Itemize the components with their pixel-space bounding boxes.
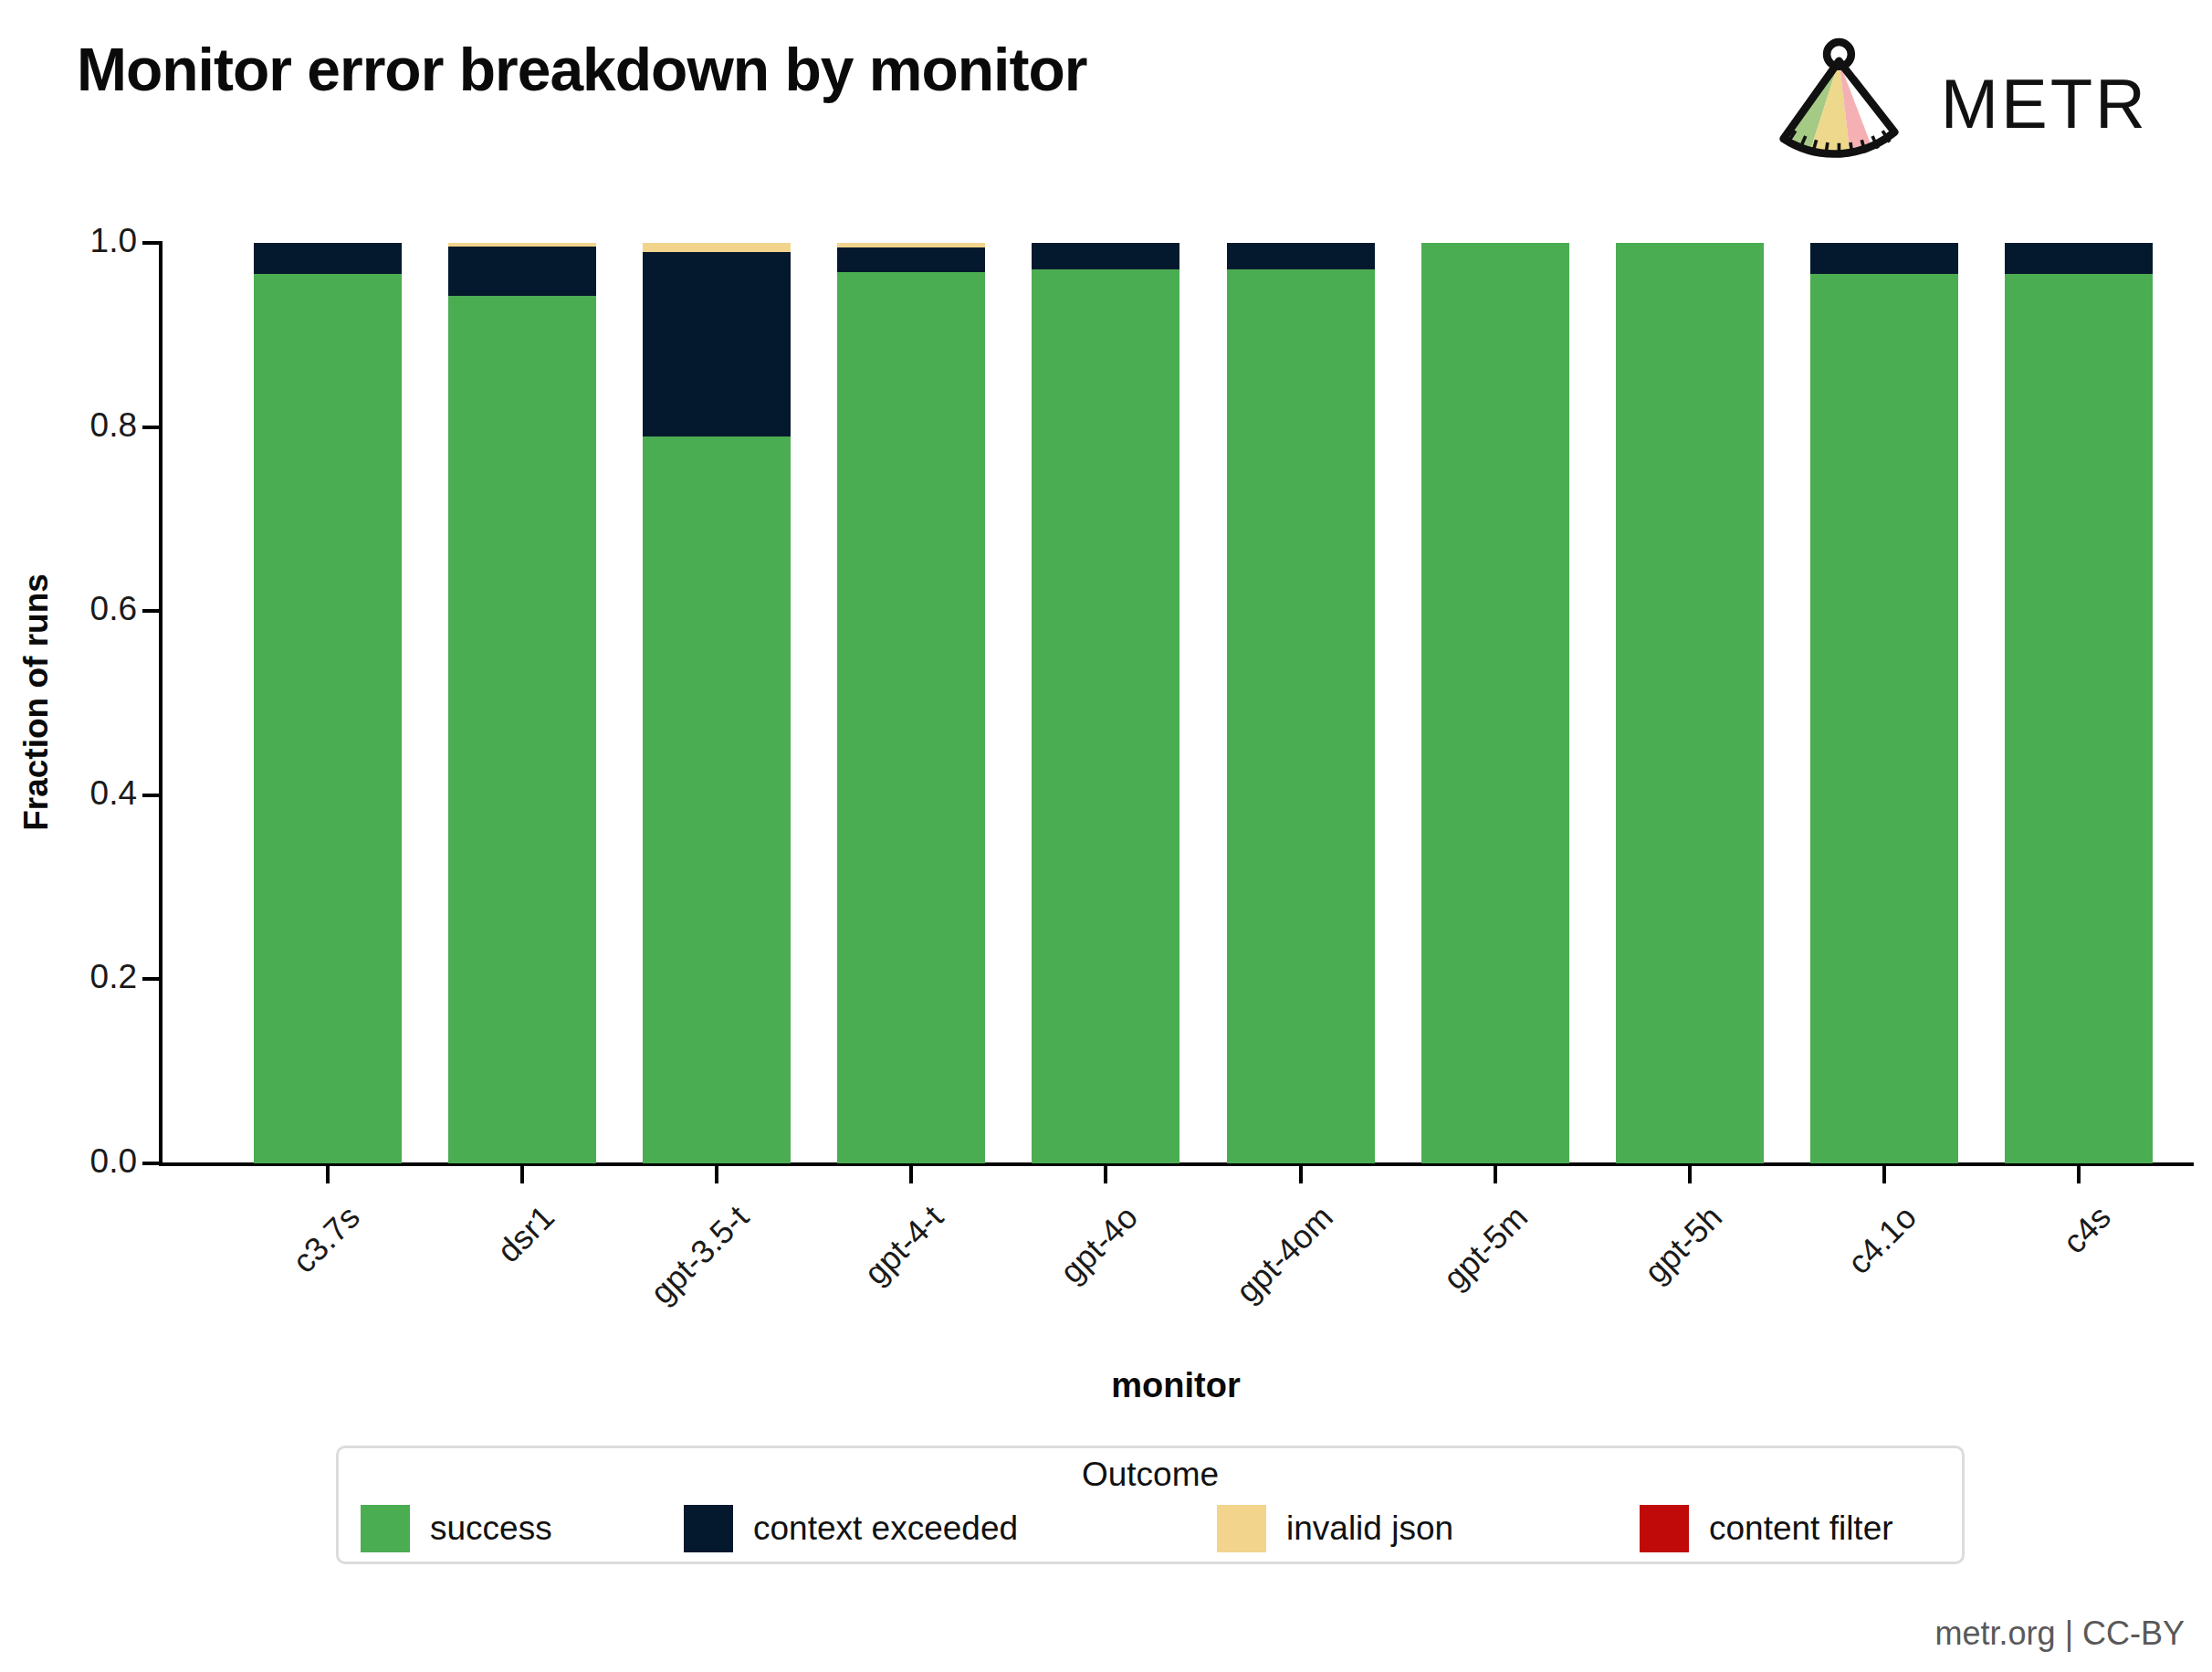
legend-entry-success: success [361, 1505, 552, 1552]
y-tick-mark [142, 1162, 160, 1165]
legend-label: invalid json [1286, 1509, 1453, 1548]
x-tick-mark [909, 1166, 913, 1183]
bar-c3.7s [254, 243, 402, 1163]
bar-gpt-4o [1032, 243, 1179, 1163]
bar-segment-context-exceeded [254, 243, 402, 274]
legend-label: context exceeded [753, 1509, 1018, 1548]
legend-title: Outcome [339, 1456, 1962, 1494]
plot-area [162, 243, 2193, 1163]
bar-segment-success [643, 436, 791, 1163]
attribution-footer: metr.org | CC-BY [1935, 1614, 2185, 1653]
x-tick-mark [2077, 1166, 2081, 1183]
bar-gpt-5m [1421, 243, 1569, 1163]
y-tick-label: 0.0 [0, 1142, 137, 1181]
legend-entry-context-exceeded: context exceeded [684, 1505, 1018, 1552]
x-tick-mark [520, 1166, 524, 1183]
bar-c4.1o [1810, 243, 1958, 1163]
bar-segment-context-exceeded [1227, 243, 1375, 269]
bar-segment-success [448, 296, 596, 1163]
bar-segment-success [1616, 243, 1764, 1163]
bar-dsr1 [448, 243, 596, 1163]
x-tick-label: gpt-4-t [730, 1198, 951, 1419]
legend: Outcome success context exceeded invalid… [336, 1446, 1965, 1564]
bar-gpt-4om [1227, 243, 1375, 1163]
x-tick-mark [326, 1166, 330, 1183]
bar-segment-context-exceeded [837, 247, 985, 272]
bar-c4s [2005, 243, 2153, 1163]
x-tick-label: gpt-3.5-t [536, 1198, 757, 1419]
x-tick-mark [1688, 1166, 1692, 1183]
bar-segment-success [1421, 243, 1569, 1163]
bar-segment-context-exceeded [2005, 243, 2153, 274]
bar-gpt-3.5-t [643, 243, 791, 1163]
legend-swatch-context-exceeded [684, 1505, 733, 1552]
legend-swatch-content-filter [1640, 1505, 1689, 1552]
bar-segment-success [837, 272, 985, 1163]
y-tick-mark [142, 609, 160, 613]
x-tick-label: gpt-5h [1509, 1198, 1730, 1419]
x-tick-mark [715, 1166, 718, 1183]
legend-swatch-success [361, 1505, 410, 1552]
x-tick-mark [1882, 1166, 1886, 1183]
bar-segment-context-exceeded [1810, 243, 1958, 274]
legend-label: success [430, 1509, 552, 1548]
bar-segment-success [1227, 269, 1375, 1163]
x-tick-mark [1104, 1166, 1107, 1183]
bar-gpt-4-t [837, 243, 985, 1163]
bar-segment-success [254, 274, 402, 1163]
x-tick-label: gpt-5m [1315, 1198, 1536, 1419]
x-tick-mark [1494, 1166, 1497, 1183]
y-tick-mark [142, 794, 160, 797]
y-tick-label: 0.6 [0, 590, 137, 628]
x-tick-label: c4.1o [1704, 1198, 1924, 1419]
y-tick-mark [142, 977, 160, 981]
bar-segment-success [2005, 274, 2153, 1163]
x-tick-mark [1299, 1166, 1303, 1183]
x-tick-label: c3.7s [147, 1198, 368, 1419]
y-tick-label: 0.2 [0, 958, 137, 996]
y-tick-label: 0.4 [0, 774, 137, 813]
legend-swatch-invalid-json [1217, 1505, 1266, 1552]
x-tick-label: dsr1 [341, 1198, 562, 1419]
bar-segment-context-exceeded [448, 247, 596, 296]
x-tick-label: c4s [1898, 1198, 2119, 1419]
bar-segment-context-exceeded [643, 252, 791, 436]
stacked-bar-chart: Fraction of runs monitor 0.00.20.40.60.8… [0, 0, 2212, 1672]
bar-segment-success [1810, 274, 1958, 1163]
y-axis-title-wrap: Fraction of runs [7, 242, 66, 1162]
bar-segment-success [1032, 269, 1179, 1163]
y-tick-label: 0.8 [0, 406, 137, 445]
y-tick-label: 1.0 [0, 222, 137, 260]
bar-gpt-5h [1616, 243, 1764, 1163]
legend-entry-content-filter: content filter [1640, 1505, 1893, 1552]
legend-entry-invalid-json: invalid json [1217, 1505, 1453, 1552]
bar-segment-context-exceeded [1032, 243, 1179, 269]
y-tick-mark [142, 426, 160, 429]
bar-segment-invalid-json [643, 243, 791, 252]
y-tick-mark [142, 241, 160, 245]
legend-label: content filter [1709, 1509, 1893, 1548]
